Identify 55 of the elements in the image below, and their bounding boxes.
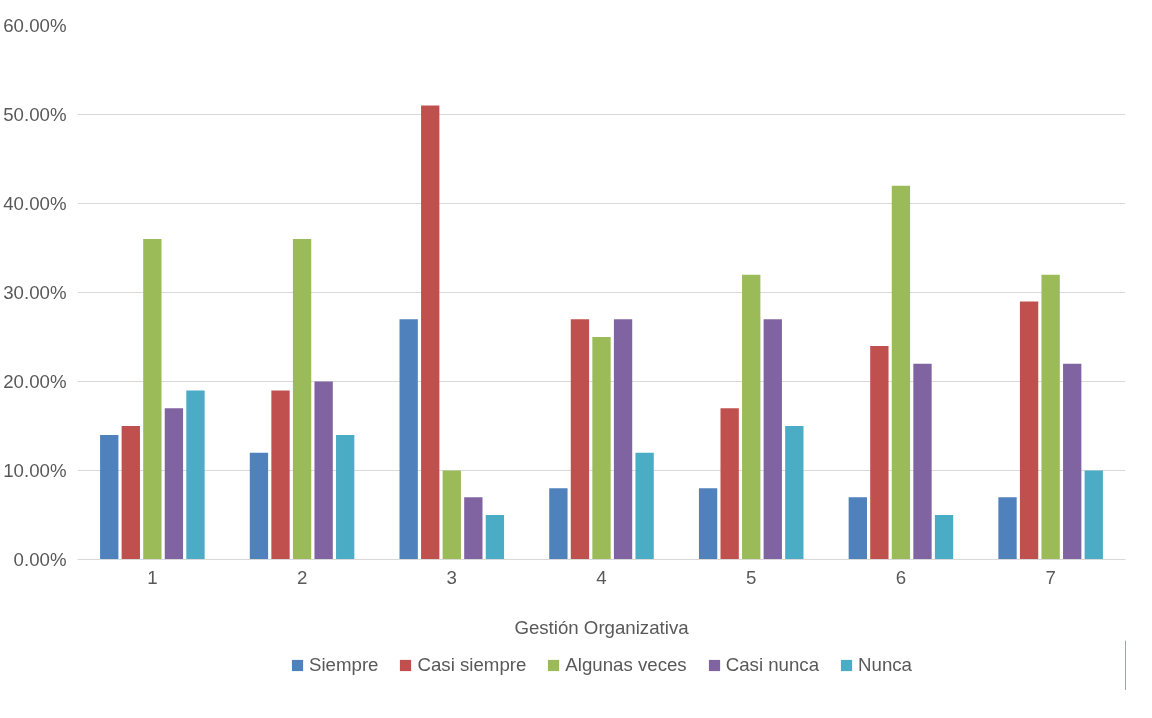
x-tick-label: 7 — [1045, 566, 1056, 588]
bar — [249, 452, 269, 560]
legend-label: Algunas veces — [565, 654, 687, 676]
bar — [485, 515, 505, 560]
bar — [186, 390, 205, 560]
legend-label: Siempre — [309, 654, 379, 676]
legend-label: Casi siempre — [417, 654, 527, 676]
x-tick-label: 2 — [296, 566, 308, 588]
bar — [763, 319, 782, 560]
bar — [913, 363, 932, 560]
bar — [1063, 363, 1082, 560]
bar — [271, 390, 290, 560]
bar — [1084, 470, 1103, 560]
bar — [143, 239, 162, 560]
bar — [549, 488, 568, 560]
bar — [785, 426, 804, 560]
bar — [164, 408, 184, 560]
x-tick-label: 1 — [147, 566, 158, 588]
bar — [720, 408, 739, 560]
bar — [421, 105, 440, 560]
bar — [891, 185, 911, 560]
bar — [1041, 274, 1060, 560]
x-tick-label: 6 — [895, 566, 907, 588]
y-tick-label: 60.00% — [3, 15, 67, 36]
legend-label: Nunca — [858, 654, 912, 676]
y-tick-label: 50.00% — [3, 104, 67, 125]
bar — [848, 497, 867, 560]
bar — [998, 497, 1017, 560]
x-axis-title: Gestión Organizativa — [514, 616, 690, 638]
bar — [613, 319, 633, 560]
legend-label: Casi nunca — [725, 654, 820, 676]
bar — [592, 337, 611, 560]
bar — [635, 452, 654, 560]
bar — [314, 381, 333, 560]
bar — [100, 434, 119, 560]
bar — [742, 274, 761, 560]
y-tick-label: 20.00% — [3, 371, 67, 392]
bar — [934, 515, 954, 560]
y-tick-label: 0.00% — [13, 549, 67, 570]
bar — [698, 488, 718, 560]
y-tick-label: 40.00% — [3, 193, 67, 214]
y-tick-label: 10.00% — [3, 460, 67, 481]
x-tick-label: 5 — [746, 566, 757, 588]
y-tick-label: 30.00% — [3, 282, 67, 303]
bar — [336, 434, 355, 560]
bar — [464, 497, 483, 560]
bar — [292, 239, 312, 560]
x-tick-label: 3 — [446, 566, 457, 588]
bar — [570, 319, 590, 560]
bar — [870, 345, 889, 560]
x-tick-label: 4 — [596, 566, 607, 588]
bar — [442, 470, 461, 560]
bar — [399, 319, 418, 560]
bar — [1019, 301, 1039, 560]
bar — [121, 426, 140, 560]
